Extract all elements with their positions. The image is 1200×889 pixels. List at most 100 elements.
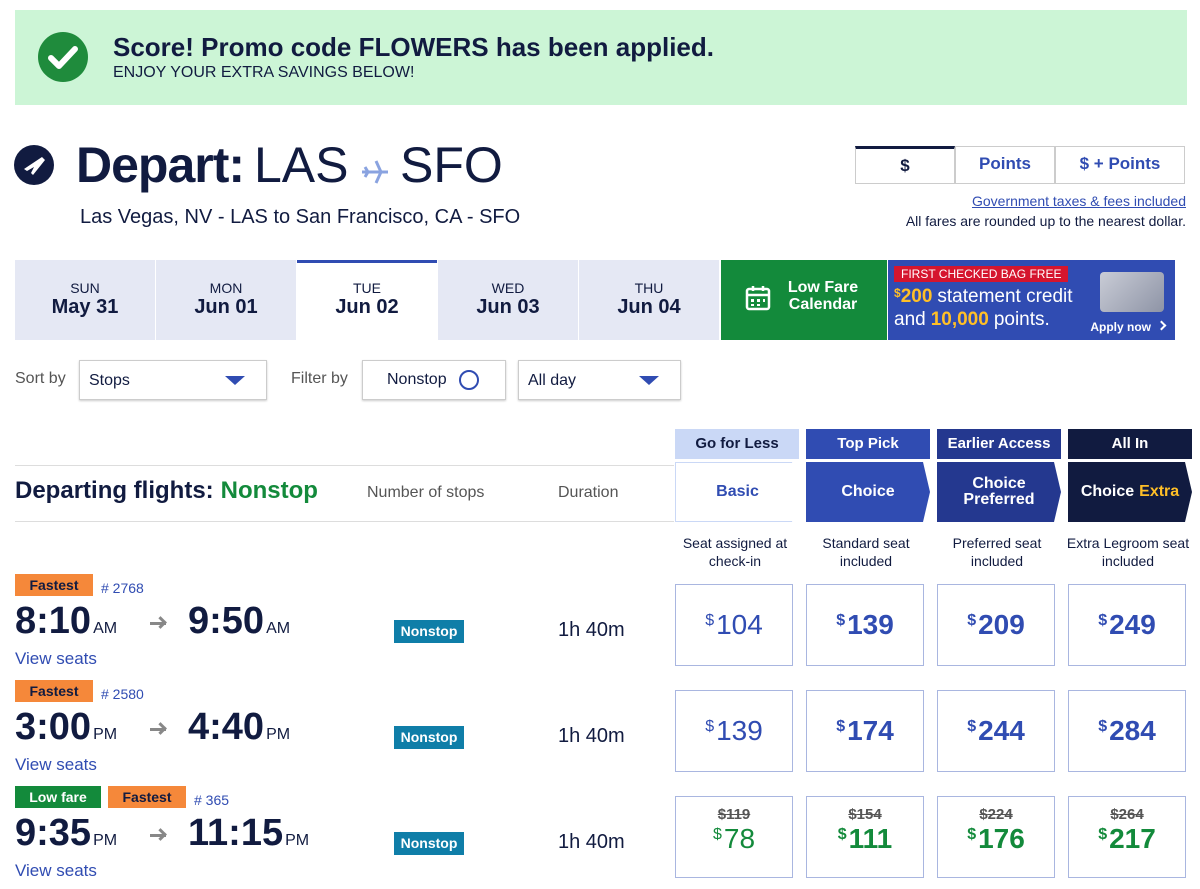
date-tab[interactable]: TUE Jun 02	[297, 260, 437, 340]
fare-price-button[interactable]: $284	[1068, 690, 1186, 772]
date-value: Jun 01	[194, 296, 258, 318]
fare-price-button[interactable]: $209	[937, 584, 1055, 666]
fare-price-button[interactable]: $104	[675, 584, 793, 666]
flight-number: # 365	[194, 792, 230, 808]
price: $176	[938, 823, 1054, 855]
depart-time: 9:35 PM	[15, 812, 117, 855]
currency: $	[712, 826, 722, 843]
amount: 209	[978, 609, 1025, 640]
period: PM	[266, 726, 291, 743]
currency-tab[interactable]: $	[855, 146, 955, 184]
amount: 244	[978, 715, 1025, 746]
fare-price-button[interactable]: $249	[1068, 584, 1186, 666]
currency: $	[836, 612, 846, 629]
currency: $	[1098, 826, 1108, 843]
price: $217	[1069, 823, 1185, 855]
fare-price-button[interactable]: $244	[937, 690, 1055, 772]
period: PM	[93, 832, 118, 849]
arrow-head	[154, 828, 167, 841]
origin-code: LAS	[254, 137, 349, 193]
date-tab[interactable]: MON Jun 01	[156, 260, 296, 340]
price: $209	[938, 609, 1054, 641]
radio-circle	[459, 370, 479, 390]
points-text: points.	[993, 309, 1050, 330]
fare-price-button[interactable]: $119 $78	[675, 796, 793, 878]
currency: $	[705, 718, 715, 735]
promo-line-1: $200 statement credit	[894, 286, 1073, 308]
amount: 139	[847, 609, 894, 640]
amount: 139	[716, 715, 763, 746]
fare-price-button[interactable]: $139	[675, 690, 793, 772]
currency: $	[848, 806, 857, 823]
price: $111	[807, 823, 923, 855]
stops-badge: Nonstop	[394, 726, 464, 749]
tax-link[interactable]: Government taxes & fees included	[971, 193, 1186, 209]
currency: $	[837, 826, 847, 843]
amount: 224	[987, 806, 1013, 823]
title-text: Departing flights:	[15, 477, 214, 504]
time-select[interactable]: All day	[518, 360, 681, 400]
time: 9:50	[188, 600, 265, 642]
currency-tab[interactable]: $ + Points	[1055, 146, 1185, 184]
time: 11:15	[188, 812, 284, 854]
stops-column: Number of stops	[367, 484, 485, 501]
currency: $	[1098, 612, 1108, 629]
divider	[15, 465, 674, 466]
date-tab[interactable]: SUN May 31	[15, 260, 155, 340]
date-tab[interactable]: WED Jun 03	[438, 260, 578, 340]
fare-name: Choice Preferred	[937, 462, 1061, 522]
period: AM	[266, 620, 291, 637]
date-tab[interactable]: THU Jun 04	[579, 260, 719, 340]
route-description: Las Vegas, NV - LAS to San Francisco, CA…	[80, 206, 521, 228]
date-value: May 31	[51, 296, 119, 318]
nonstop-filter[interactable]: Nonstop	[362, 360, 506, 400]
flight-badge: Fastest	[108, 786, 186, 808]
fare-name: Choice Extra	[1068, 462, 1192, 522]
fare-name-text: Choice	[841, 483, 895, 500]
sort-select[interactable]: Stops	[79, 360, 267, 400]
apply-chevron	[1156, 320, 1167, 331]
apply-now[interactable]: Apply now	[1090, 320, 1151, 334]
time: 8:10	[15, 600, 92, 642]
divider	[15, 521, 674, 522]
banner-subtitle: ENJOY YOUR EXTRA SAVINGS BELOW!	[113, 64, 415, 81]
date-value: Jun 02	[335, 296, 399, 318]
view-seats[interactable]: View seats	[15, 649, 97, 668]
period: PM	[285, 832, 310, 849]
view-seats[interactable]: View seats	[15, 755, 97, 774]
arrive-time: 11:15 PM	[188, 812, 309, 855]
currency: $	[1098, 718, 1108, 735]
date-day: WED	[491, 280, 525, 296]
route-plane-icon	[362, 160, 388, 184]
price: $174	[807, 715, 923, 747]
fare-price-button[interactable]: $174	[806, 690, 924, 772]
amount: 119	[726, 806, 751, 823]
sort-value: Stops	[89, 372, 130, 389]
date-value: Jun 04	[617, 296, 681, 318]
promo-banner	[15, 10, 1187, 105]
currency: $	[967, 826, 977, 843]
fare-price-button[interactable]: $264 $217	[1068, 796, 1186, 878]
card-promo[interactable]: FIRST CHECKED BAG FREE $200 statement cred…	[888, 260, 1175, 340]
arrow-icon	[150, 728, 166, 731]
amount: 249	[1109, 609, 1156, 640]
fare-rule	[945, 459, 1053, 461]
dropdown-arrow	[225, 376, 245, 385]
flight-badge: Fastest	[15, 574, 93, 596]
promo-badge: FIRST CHECKED BAG FREE	[894, 266, 1069, 282]
arrive-time: 9:50 AM	[188, 600, 290, 643]
fare-price-button[interactable]: $139	[806, 584, 924, 666]
fare-price-button[interactable]: $224 $176	[937, 796, 1055, 878]
flight-number: # 2768	[101, 580, 144, 596]
price: $78	[676, 823, 792, 855]
duration: 1h 40m	[558, 831, 625, 853]
fare-tag: All In	[1068, 429, 1192, 459]
date-day: MON	[209, 280, 243, 296]
fare-price-button[interactable]: $154 $111	[806, 796, 924, 878]
depart-time: 3:00 PM	[15, 706, 117, 749]
view-seats[interactable]: View seats	[15, 861, 97, 880]
low-fare-calendar[interactable]: Low Fare Calendar	[721, 260, 887, 340]
date-day: SUN	[70, 280, 100, 296]
time: 3:00	[15, 706, 92, 748]
currency-tab[interactable]: Points	[955, 146, 1055, 184]
